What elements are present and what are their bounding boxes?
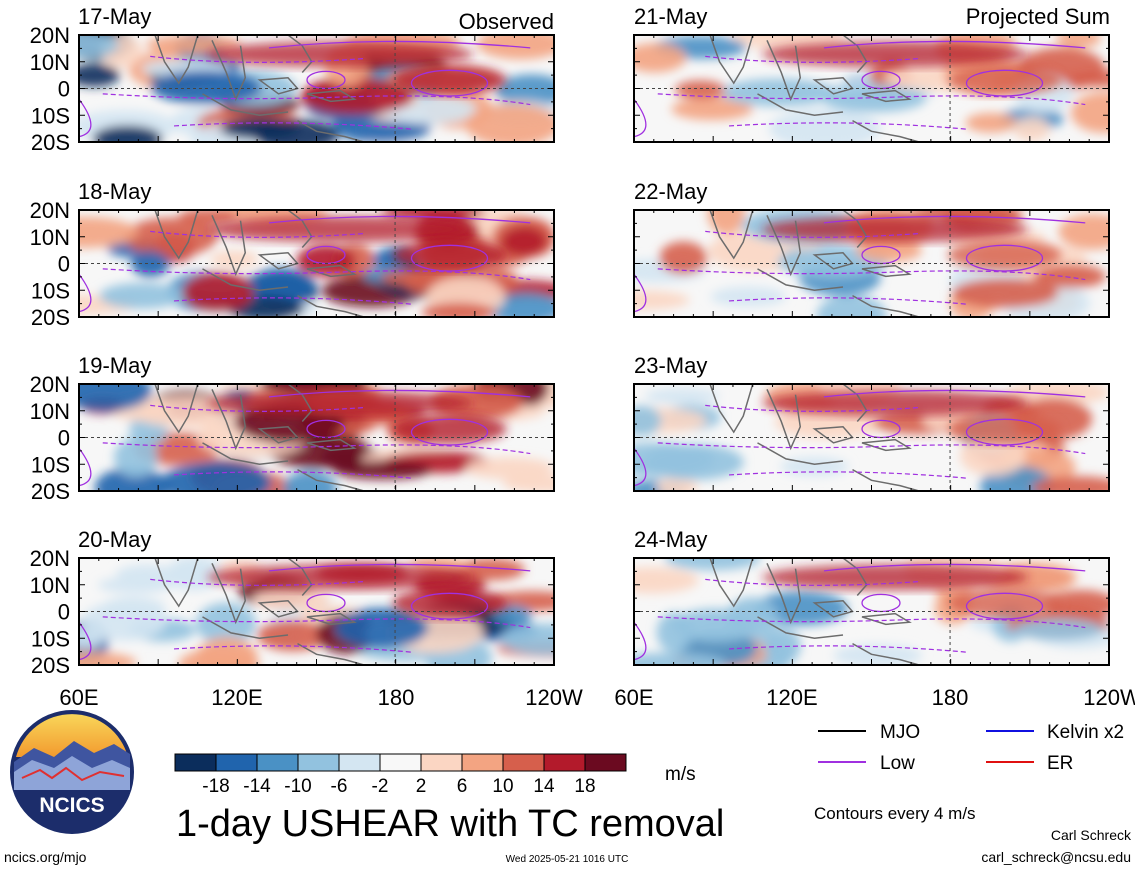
lat-label: 20N [30,23,70,48]
map-panel-right-4 [633,557,1110,666]
colorbar-segment [584,753,627,772]
lon-label-60e-right: 60E [614,685,653,710]
panel-corner-observed: Observed [459,9,554,34]
footer-author: Carl Schreck [1051,827,1132,843]
colorbar-tick-label: 18 [574,776,595,797]
colorbar-units: m/s [665,764,696,785]
panel-date-19-may: 19-May [78,353,151,378]
lon-label-120w-left: 120W [525,685,583,710]
map-panel-left-1 [78,34,555,143]
colorbar-tick-label: -2 [372,776,389,797]
legend: MJO Kelvin x2 Low ER Contours every 4 m/… [814,722,1124,823]
colorbar-segment [215,753,258,772]
map-panel-left-4 [78,557,555,666]
lon-label-180-left: 180 [378,685,415,710]
lat-label: 20S [31,130,70,155]
lat-label: 20N [30,198,70,223]
footer-timestamp: Wed 2025-05-21 1016 UTC [506,854,629,865]
legend-label-kelvin: Kelvin x2 [1047,722,1124,743]
colorbar-tick-label: 6 [457,776,468,797]
panel-date-24-may: 24-May [634,527,707,552]
map-panel-left-3 [78,383,555,492]
panel-corner-projected: Projected Sum [966,4,1110,29]
lat-label: 0 [58,600,70,625]
map-panel-right-1 [633,34,1110,143]
lat-label: 20S [31,653,70,678]
lat-label: 10S [31,452,70,477]
colorbar-tick-label: 14 [533,776,555,797]
panel-date-21-may: 21-May [634,4,707,29]
panel-date-18-may: 18-May [78,179,151,204]
colorbar-tick-label: 2 [416,776,427,797]
colorbar-segment [420,753,463,772]
colorbar-segment [543,753,586,772]
lon-label-120w-right: 120W [1083,685,1135,710]
lat-label: 0 [58,252,70,277]
lat-label: 0 [58,77,70,102]
map-panel-right-3 [633,383,1110,492]
lon-label-120e-right: 120E [766,685,817,710]
footer-email: carl_schreck@ncsu.edu [981,849,1131,865]
contour-note: Contours every 4 m/s [814,804,976,823]
lon-label-60e-left: 60E [59,685,98,710]
lat-label: 0 [58,426,70,451]
lat-label: 10N [30,399,70,424]
panel-date-17-may: 17-May [78,4,151,29]
lon-label-180-right: 180 [932,685,969,710]
legend-label-low: Low [880,753,915,774]
lat-label: 20S [31,305,70,330]
lat-label: 10N [30,225,70,250]
ncics-logo: NCICS [10,710,134,834]
panel-date-22-may: 22-May [634,179,707,204]
colorbar-tick-label: -18 [202,776,229,797]
lat-label: 10S [31,278,70,303]
figure-title: 1-day USHEAR with TC removal [176,803,724,845]
lat-label: 20N [30,546,70,571]
colorbar-segment [256,753,299,772]
colorbar-segment [379,753,422,772]
lat-label: 10S [31,626,70,651]
logo-text: NCICS [39,794,104,817]
lat-label: 10S [31,103,70,128]
colorbar-tick-label: -6 [331,776,348,797]
colorbar-segment [174,753,217,772]
colorbar-segment [461,753,504,772]
map-panel-left-2 [78,209,555,318]
panel-date-23-may: 23-May [634,353,707,378]
lat-label: 10N [30,573,70,598]
colorbar-tick-label: 10 [492,776,513,797]
colorbar-segment [338,753,381,772]
lat-label: 20N [30,372,70,397]
colorbar-segment [297,753,340,772]
panel-date-20-may: 20-May [78,527,151,552]
lat-label: 10N [30,50,70,75]
colorbar-segment [502,753,545,772]
lat-label: 20S [31,479,70,504]
colorbar [174,753,627,772]
footer-url: ncics.org/mjo [4,849,87,865]
colorbar-tick-label: -10 [284,776,311,797]
legend-label-er: ER [1047,753,1073,774]
lon-label-120e-left: 120E [211,685,262,710]
legend-label-mjo: MJO [880,722,920,743]
map-panel-right-2 [633,209,1110,318]
colorbar-tick-label: -14 [243,776,271,797]
